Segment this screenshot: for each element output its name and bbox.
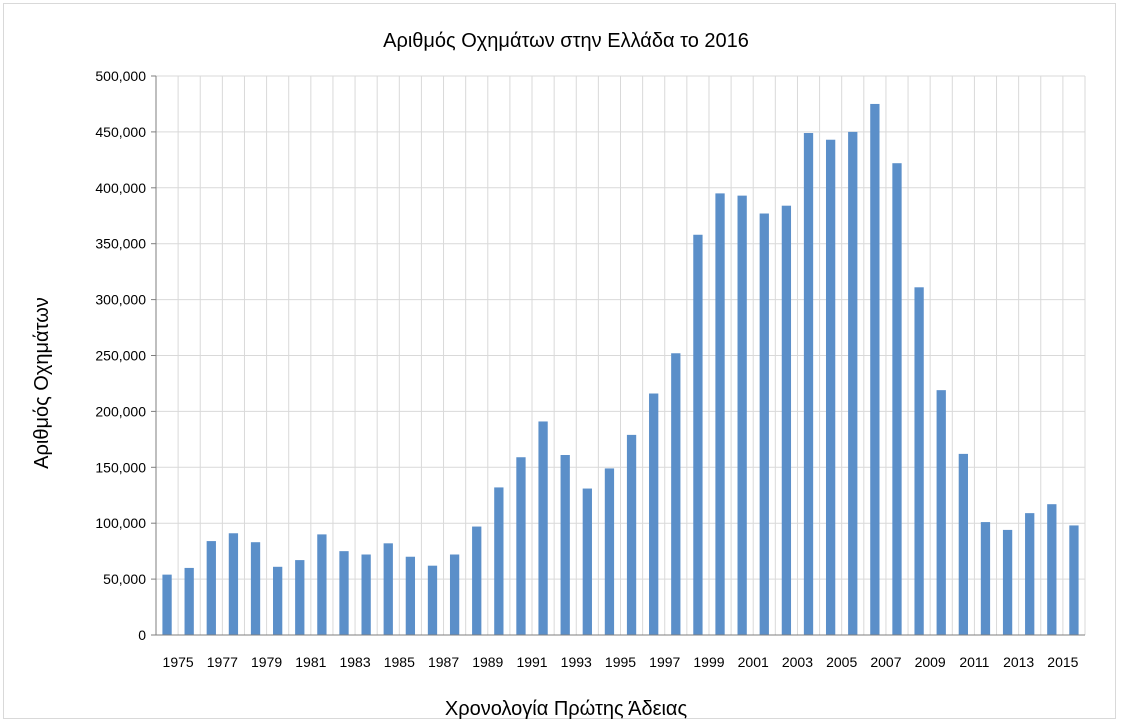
bar-2008 xyxy=(892,163,902,636)
x-tick-label: 2005 xyxy=(826,654,857,670)
x-tick-label: 1995 xyxy=(605,654,636,670)
chart-title: Αριθμός Οχημάτων στην Ελλάδα το 2016 xyxy=(383,30,749,52)
x-tick-label: 1987 xyxy=(428,654,459,670)
x-tick-label: 1983 xyxy=(339,654,370,670)
bar-1981 xyxy=(295,560,305,635)
y-tick-label: 50,000 xyxy=(103,571,146,587)
bar-1976 xyxy=(184,567,194,635)
x-tick-label: 1977 xyxy=(207,654,238,670)
y-tick-label: 450,000 xyxy=(95,124,146,140)
x-tick-label: 2003 xyxy=(782,654,813,670)
x-tick-label: 1981 xyxy=(295,654,326,670)
x-tick-label: 2015 xyxy=(1047,654,1078,670)
x-tick-label: 1993 xyxy=(561,654,592,670)
y-tick-label: 150,000 xyxy=(95,459,146,475)
x-tick-label: 1991 xyxy=(516,654,547,670)
bar-1978 xyxy=(228,533,239,635)
bar-1996 xyxy=(626,434,637,635)
y-tick-label: 400,000 xyxy=(95,180,146,196)
bar-2015 xyxy=(1047,504,1057,635)
bar-1988 xyxy=(449,554,460,635)
bar-2001 xyxy=(737,195,747,635)
bar-2014 xyxy=(1025,513,1035,635)
bar-1975 xyxy=(162,574,172,635)
bar-2016 xyxy=(1069,525,1079,635)
x-tick-label: 1999 xyxy=(693,654,724,670)
bar-1989 xyxy=(472,526,482,635)
bar-1998 xyxy=(671,353,681,635)
bar-1980 xyxy=(273,566,283,635)
bar-1991 xyxy=(516,457,526,635)
y-tick-label: 0 xyxy=(138,627,146,643)
bar-2010 xyxy=(936,390,946,635)
axes xyxy=(155,76,1085,636)
x-tick-label: 2011 xyxy=(959,654,989,670)
bars xyxy=(162,103,1079,636)
bar-1977 xyxy=(206,541,216,635)
x-tick-label: 1989 xyxy=(472,654,503,670)
bar-1985 xyxy=(383,543,393,635)
bar-1993 xyxy=(560,455,570,635)
bar-2003 xyxy=(781,205,792,636)
bar-2013 xyxy=(1002,529,1013,635)
bar-2000 xyxy=(715,193,725,635)
y-tick-label: 500,000 xyxy=(95,68,146,84)
x-tick-label: 2001 xyxy=(738,654,769,670)
bar-1987 xyxy=(427,565,438,635)
y-tick-label: 200,000 xyxy=(95,403,146,419)
bar-1983 xyxy=(339,551,349,635)
x-tick-label: 2013 xyxy=(1003,654,1034,670)
bar-2009 xyxy=(914,287,924,635)
x-axis-title: Χρονολογία Πρώτης Άδειας xyxy=(445,698,688,720)
bar-2004 xyxy=(803,133,814,635)
bar-1979 xyxy=(250,542,261,635)
bar-1982 xyxy=(317,534,327,635)
bar-2012 xyxy=(980,522,991,635)
x-tick-label: 1997 xyxy=(649,654,680,670)
y-tick-label: 350,000 xyxy=(95,236,146,252)
bar-1984 xyxy=(361,554,371,635)
y-tick-labels: 0 50,000 100,000 150,000 200,000 250,000 300,0… xyxy=(95,68,146,643)
bar-1995 xyxy=(604,468,615,635)
x-tick-label: 1979 xyxy=(251,654,282,670)
bar-1999 xyxy=(693,234,703,636)
y-tick-label: 250,000 xyxy=(95,348,146,364)
bar-2005 xyxy=(825,139,836,635)
bar-1997 xyxy=(649,393,659,635)
bar-2007 xyxy=(870,103,880,635)
gridlines xyxy=(151,75,1086,636)
y-tick-label: 100,000 xyxy=(95,515,146,531)
y-axis-title: Αριθμός Οχημάτων xyxy=(31,297,53,469)
y-tick-label: 300,000 xyxy=(95,292,146,308)
x-tick-label: 1975 xyxy=(163,654,194,670)
bar-2011 xyxy=(958,453,968,635)
bar-1992 xyxy=(538,421,548,635)
bar-1994 xyxy=(582,488,592,635)
bar-1990 xyxy=(494,487,504,635)
x-tick-label: 2007 xyxy=(870,654,901,670)
x-tick-label: 1985 xyxy=(384,654,415,670)
x-tick-label: 2009 xyxy=(915,654,946,670)
x-tick-labels: 1975 1977 1979 1981 1983 1985 1987 1989 1991 1993… xyxy=(163,654,1079,670)
bar-1986 xyxy=(405,556,416,635)
bar-2002 xyxy=(759,213,769,635)
bar-2006 xyxy=(848,131,858,635)
